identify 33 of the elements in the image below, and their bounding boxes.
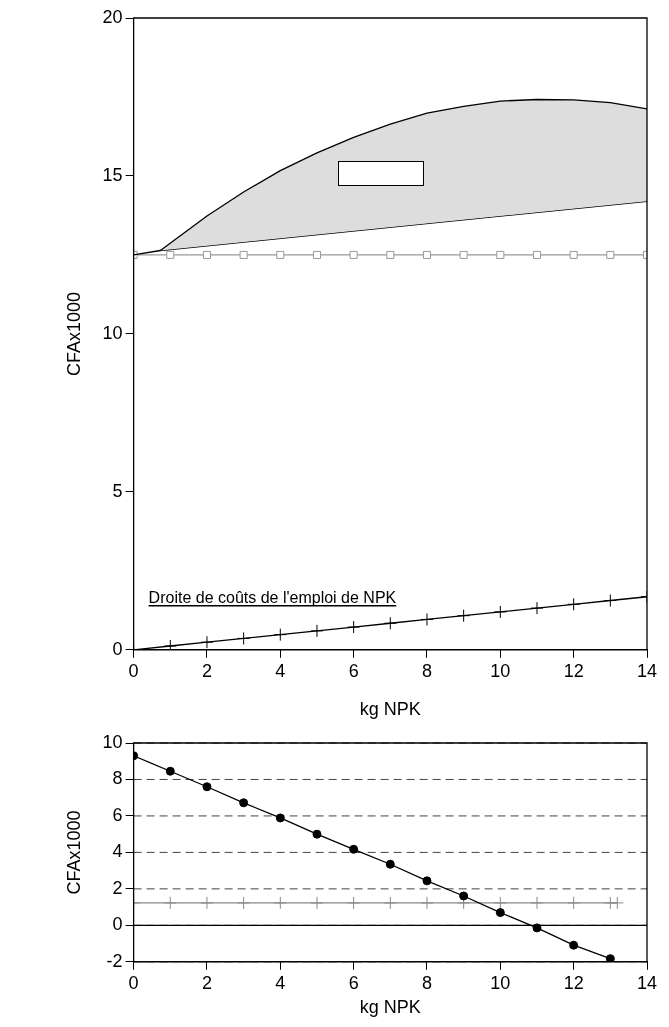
x-axis-title: kg NPK <box>359 699 421 720</box>
y-tick-label: 10 <box>102 731 123 752</box>
y-tick-label: 4 <box>112 841 123 862</box>
x-tick-label: 6 <box>348 660 359 681</box>
x-tick-label: 12 <box>563 972 584 993</box>
x-tick-label: 12 <box>563 660 584 681</box>
y-tick-label: 5 <box>112 480 123 501</box>
x-tick-label: 8 <box>421 972 432 993</box>
x-tick-label: 4 <box>275 660 286 681</box>
x-tick-label: 8 <box>421 660 432 681</box>
x-tick-label: 14 <box>636 972 658 993</box>
x-tick-label: 0 <box>128 660 139 681</box>
y-tick-label: 6 <box>112 804 123 825</box>
y-tick-label: 0 <box>112 638 123 659</box>
x-tick-label: 2 <box>201 972 212 993</box>
y-tick-label: 0 <box>112 914 123 935</box>
x-tick-label: 2 <box>201 660 212 681</box>
x-tick-label: 4 <box>275 972 286 993</box>
y-tick-label: 15 <box>102 164 123 185</box>
y-axis-title: CFAx1000 <box>63 291 84 376</box>
series-label: Droite de coûts de l'emploi de NPK <box>148 588 397 606</box>
x-tick-label: 10 <box>490 660 511 681</box>
y-tick-label: 10 <box>102 322 123 343</box>
x-axis-title: kg NPK <box>359 997 421 1018</box>
x-tick-label: 6 <box>348 972 359 993</box>
x-tick-label: 0 <box>128 972 139 993</box>
y-tick-label: 2 <box>112 877 123 898</box>
y-axis-title: CFAx1000 <box>63 810 84 895</box>
y-tick-label: 8 <box>112 768 123 789</box>
x-tick-label: 10 <box>490 972 511 993</box>
y-tick-label: 20 <box>102 6 123 27</box>
y-tick-label: -2 <box>106 950 123 971</box>
x-tick-label: 14 <box>636 660 658 681</box>
